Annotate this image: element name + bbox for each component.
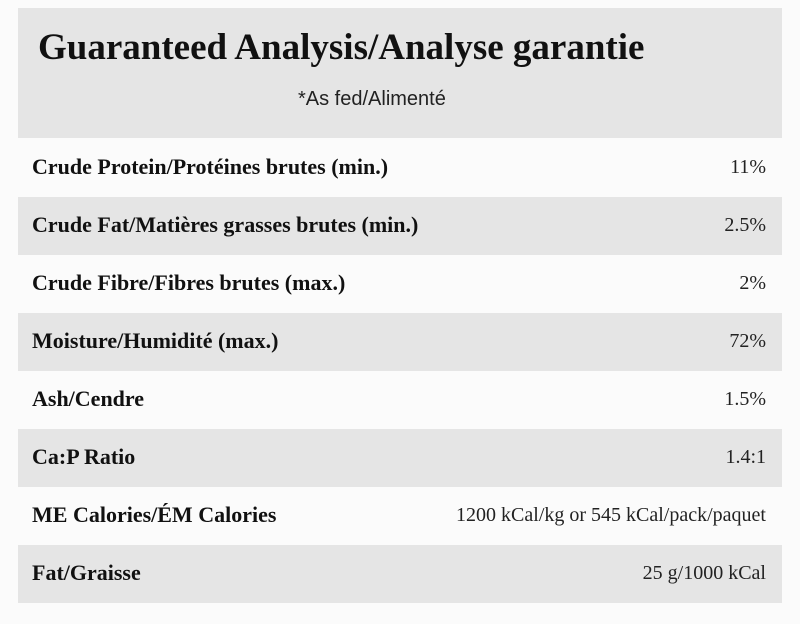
nutrient-value: 25 g/1000 kCal [642, 562, 766, 584]
nutrient-label: ME Calories/ÉM Calories [32, 502, 277, 527]
nutrient-label: Crude Protein/Protéines brutes (min.) [32, 154, 389, 179]
nutrient-value: 1.5% [724, 388, 766, 410]
table-row: Crude Fat/Matières grasses brutes (min.)… [18, 197, 782, 255]
table-row: Moisture/Humidité (max.) 72% [18, 313, 782, 371]
table-row: Ca:P Ratio 1.4:1 [18, 429, 782, 487]
nutrient-label: Moisture/Humidité (max.) [32, 328, 279, 353]
nutrient-value: 2.5% [724, 214, 766, 236]
title: Guaranteed Analysis/Analyse garantie [38, 27, 645, 68]
nutrient-label: Fat/Graisse [32, 560, 141, 585]
nutrient-label: Crude Fat/Matières grasses brutes (min.) [32, 212, 419, 237]
nutrient-value: 72% [729, 330, 766, 352]
nutrient-value: 1.4:1 [725, 446, 766, 468]
table-row: Fat/Graisse 25 g/1000 kCal [18, 545, 782, 603]
nutrient-value: 1200 kCal/kg or 545 kCal/pack/paquet [456, 504, 766, 526]
nutrient-label: Ca:P Ratio [32, 444, 136, 469]
table-row: Ash/Cendre 1.5% [18, 371, 782, 429]
header: Guaranteed Analysis/Analyse garantie *As… [18, 8, 782, 138]
nutrient-value: 11% [730, 156, 766, 178]
table-row: Crude Fibre/Fibres brutes (max.) 2% [18, 255, 782, 313]
nutrient-label: Ash/Cendre [32, 386, 145, 411]
subtitle: *As fed/Alimenté [298, 88, 446, 110]
table-row: Crude Protein/Protéines brutes (min.) 11% [18, 139, 782, 197]
table-row: ME Calories/ÉM Calories 1200 kCal/kg or 5… [18, 487, 782, 545]
nutrient-label: Crude Fibre/Fibres brutes (max.) [32, 270, 346, 295]
nutrient-value: 2% [739, 272, 766, 294]
